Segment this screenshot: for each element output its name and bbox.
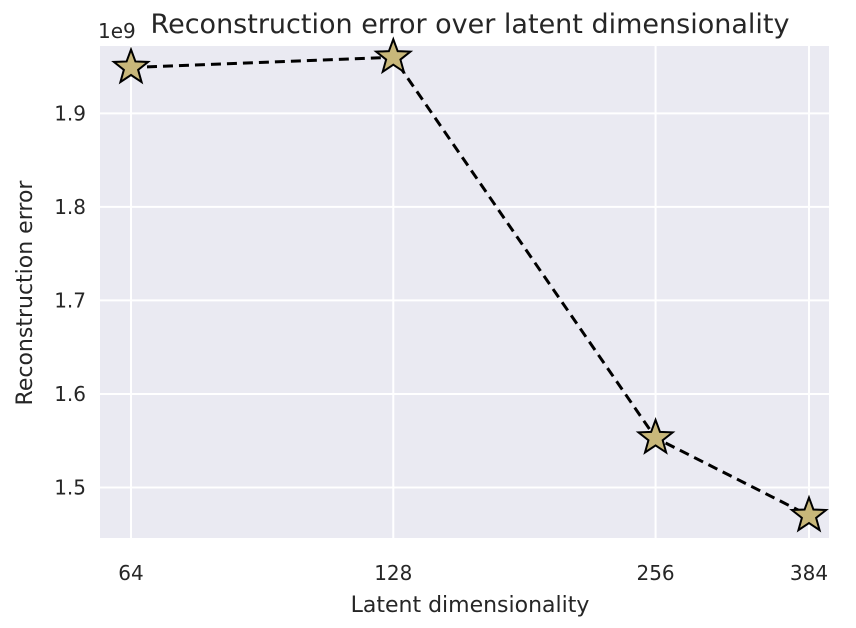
y-offset-label: 1e9 (98, 19, 136, 43)
data-point-star (373, 36, 414, 75)
chart-title: Reconstruction error over latent dimensi… (151, 9, 790, 40)
x-axis-label: Latent dimensionality (351, 593, 590, 618)
plot-background (100, 46, 829, 538)
tick-labels: 1.5 1.6 1.7 1.8 1.9 64 128 256 384 (54, 101, 828, 585)
x-tick-label: 64 (118, 561, 143, 585)
x-tick-label: 384 (790, 561, 828, 585)
y-tick-label: 1.9 (54, 101, 86, 125)
series-polyline (130, 55, 810, 517)
data-point-star (635, 417, 676, 455)
x-tick-label: 128 (374, 561, 412, 585)
y-tick-label: 1.6 (54, 382, 86, 406)
data-point-star (789, 494, 829, 533)
data-point-star (111, 46, 151, 85)
y-axis-label: Reconstruction error (13, 180, 38, 406)
x-tick-label: 256 (636, 561, 674, 585)
y-tick-label: 1.7 (54, 288, 86, 312)
series-line (130, 55, 810, 517)
grid (100, 46, 829, 538)
series-markers (111, 36, 829, 533)
y-tick-label: 1.8 (54, 195, 86, 219)
y-tick-label: 1.5 (54, 475, 86, 499)
